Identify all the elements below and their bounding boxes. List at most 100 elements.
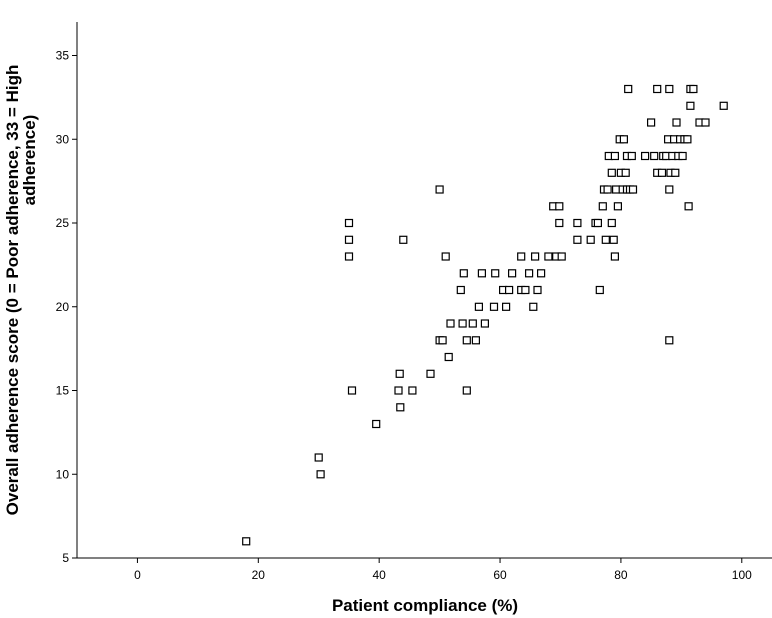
data-point — [459, 269, 468, 278]
data-point — [665, 185, 674, 194]
data-point — [555, 218, 564, 228]
data-point — [468, 319, 477, 328]
data-point — [502, 302, 511, 311]
data-point — [611, 185, 621, 194]
data-point — [530, 252, 540, 261]
data-point — [650, 151, 659, 161]
x-tick-label: 60 — [493, 568, 507, 582]
data-point — [395, 369, 404, 378]
data-point — [573, 218, 582, 228]
data-point — [686, 101, 695, 110]
x-tick-label: 0 — [134, 568, 141, 582]
data-point — [621, 168, 630, 177]
data-point — [426, 369, 435, 378]
data-point — [619, 135, 629, 144]
data-point — [471, 336, 480, 345]
data-point — [399, 235, 408, 244]
data-point — [624, 84, 633, 94]
y-tick-label: 30 — [56, 132, 70, 146]
data-point — [474, 302, 483, 311]
data-point — [646, 118, 656, 127]
x-tick-label: 20 — [252, 568, 266, 582]
y-tick-label: 20 — [56, 300, 70, 314]
data-point — [613, 202, 623, 211]
data-point — [505, 285, 514, 295]
data-point — [665, 84, 674, 94]
data-point — [678, 151, 687, 161]
data-point — [480, 319, 489, 328]
y-tick-label: 35 — [56, 49, 70, 63]
data-point — [627, 151, 636, 161]
data-point — [603, 185, 612, 194]
data-point — [607, 168, 616, 177]
data-point — [489, 302, 499, 311]
data-point — [347, 386, 357, 395]
data-point — [344, 252, 354, 261]
data-point — [610, 151, 620, 161]
y-axis-title: Overall adherence score (0 = Poor adhere… — [3, 65, 39, 516]
data-point — [610, 252, 620, 261]
data-point — [573, 235, 582, 244]
data-point — [316, 470, 325, 479]
data-point — [477, 269, 486, 278]
data-point — [372, 419, 381, 429]
y-axis-ticks: 5 10 15 20 25 30 35 — [56, 49, 77, 565]
data-point — [314, 453, 323, 462]
x-axis-ticks: 0 20 40 60 80 100 — [134, 558, 752, 582]
data-point — [536, 269, 546, 278]
data-point — [533, 285, 542, 295]
data-point — [665, 336, 674, 345]
data-point — [557, 252, 566, 261]
data-point — [684, 202, 693, 211]
data-point — [653, 84, 662, 94]
data-point — [458, 319, 467, 328]
data-point — [344, 218, 354, 228]
x-tick-label: 100 — [732, 568, 752, 582]
data-point — [529, 302, 538, 311]
data-point — [456, 285, 465, 295]
data-point — [508, 269, 517, 278]
data-points — [242, 84, 728, 546]
data-point — [628, 185, 638, 194]
data-point — [609, 235, 618, 244]
y-tick-label: 10 — [56, 467, 70, 481]
y-tick-label: 15 — [56, 384, 70, 398]
data-point — [491, 269, 500, 278]
data-point — [544, 252, 553, 261]
plot-frame — [76, 22, 772, 559]
data-point — [593, 218, 603, 228]
y-tick-label: 25 — [56, 216, 70, 230]
data-point — [719, 101, 728, 110]
data-point — [441, 252, 450, 261]
data-point — [689, 84, 698, 94]
data-point — [701, 118, 710, 127]
y-axis-title-line-2: adherence) — [20, 115, 39, 206]
data-point — [242, 537, 251, 546]
data-point — [444, 352, 453, 362]
data-point — [446, 319, 455, 328]
data-point — [344, 235, 354, 244]
x-tick-label: 40 — [372, 568, 386, 582]
data-point — [672, 118, 681, 127]
data-point — [517, 252, 526, 261]
data-point — [521, 285, 530, 295]
data-point — [657, 168, 667, 177]
data-point — [586, 235, 595, 244]
data-point — [671, 168, 680, 177]
x-axis-title: Patient compliance (%) — [332, 596, 518, 615]
data-point — [462, 336, 471, 345]
x-tick-label: 80 — [614, 568, 628, 582]
data-point — [438, 336, 447, 345]
data-point — [394, 386, 403, 395]
data-point — [607, 218, 616, 228]
data-point — [524, 269, 534, 278]
data-point — [462, 386, 471, 395]
y-axis-title-line-1: Overall adherence score (0 = Poor adhere… — [3, 65, 22, 516]
data-point — [435, 185, 444, 194]
data-point — [408, 386, 417, 395]
data-point — [555, 202, 564, 211]
data-point — [683, 135, 692, 144]
data-point — [598, 202, 607, 211]
data-point — [640, 151, 650, 161]
